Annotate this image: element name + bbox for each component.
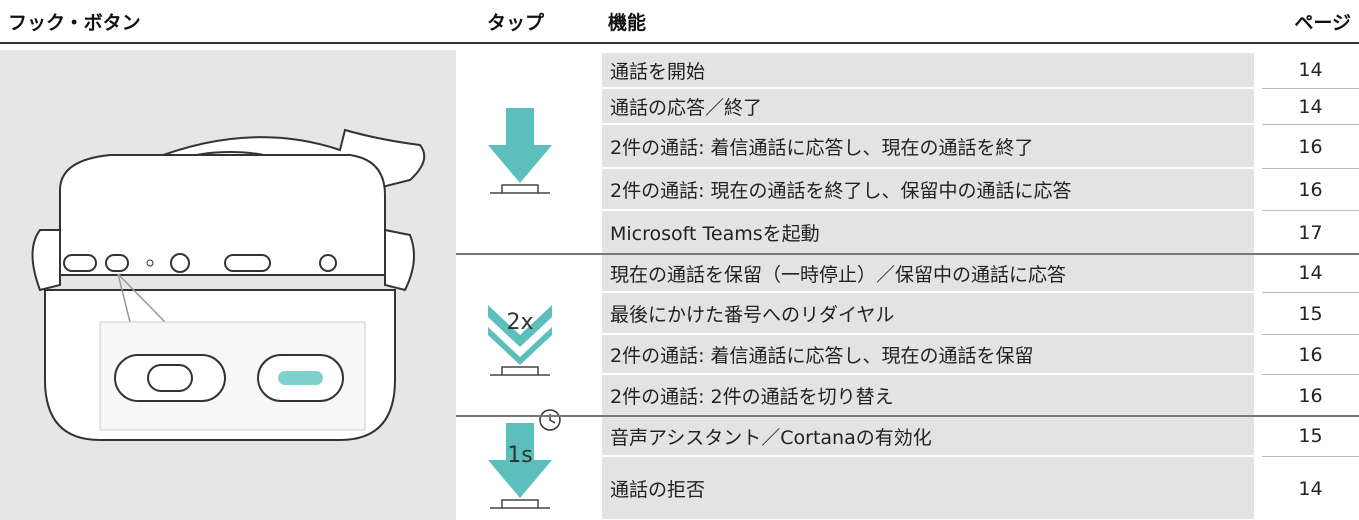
page-cell: 15 [1262, 292, 1359, 334]
tap-label: 2x [506, 310, 533, 335]
header-function: 機能 [608, 12, 647, 34]
group-separator [456, 415, 1359, 417]
page-cell: 14 [1262, 456, 1359, 520]
function-cell: 最後にかけた番号へのリダイヤル [602, 293, 1254, 333]
tap-label: 1s [507, 443, 532, 468]
function-cell: 現在の通話を保留（一時停止）／保留中の通話に応答 [602, 255, 1254, 291]
press-base [490, 499, 550, 509]
page-cell: 16 [1262, 334, 1359, 374]
tap-icons: 2x 1s [488, 108, 561, 509]
function-cell: 2件の通話: 着信通話に応答し、現在の通話を終了 [602, 125, 1254, 167]
page-cell: 14 [1262, 88, 1359, 124]
function-cell: 通話の応答／終了 [602, 89, 1254, 123]
function-cell: 2件の通話: 現在の通話を終了し、保留中の通話に応答 [602, 169, 1254, 209]
headset-illustration [0, 50, 456, 520]
function-cell: 音声アシスタント／Cortanaの有効化 [602, 417, 1254, 455]
page-cell: 16 [1262, 124, 1359, 168]
clock [539, 409, 561, 431]
double-arrow [488, 305, 552, 365]
page-cell: 15 [1298, 425, 1323, 447]
page-cell: 16 [1262, 168, 1359, 210]
function-cell: Microsoft Teamsを起動 [602, 211, 1254, 253]
header-page: ページ [1294, 12, 1351, 34]
header-hook: フック・ボタン [8, 12, 141, 34]
arrow [488, 108, 552, 183]
press-base [490, 184, 550, 194]
arrow [488, 423, 552, 498]
page-cell: 16 [1262, 374, 1359, 416]
function-cell: 2件の通話: 着信通話に応答し、現在の通話を保留 [602, 335, 1254, 373]
function-cell: 通話を開始 [602, 53, 1254, 87]
page-cell: 14 [1298, 262, 1323, 284]
group-separator [456, 253, 1359, 255]
page-cell: 14 [1298, 59, 1323, 81]
header-rule [0, 42, 1359, 44]
press-base [490, 366, 550, 376]
page-cell: 17 [1262, 210, 1359, 254]
header-tap: タップ [487, 12, 545, 34]
function-cell: 2件の通話: 2件の通話を切り替え [602, 375, 1254, 415]
function-cell: 通話の拒否 [602, 457, 1254, 519]
